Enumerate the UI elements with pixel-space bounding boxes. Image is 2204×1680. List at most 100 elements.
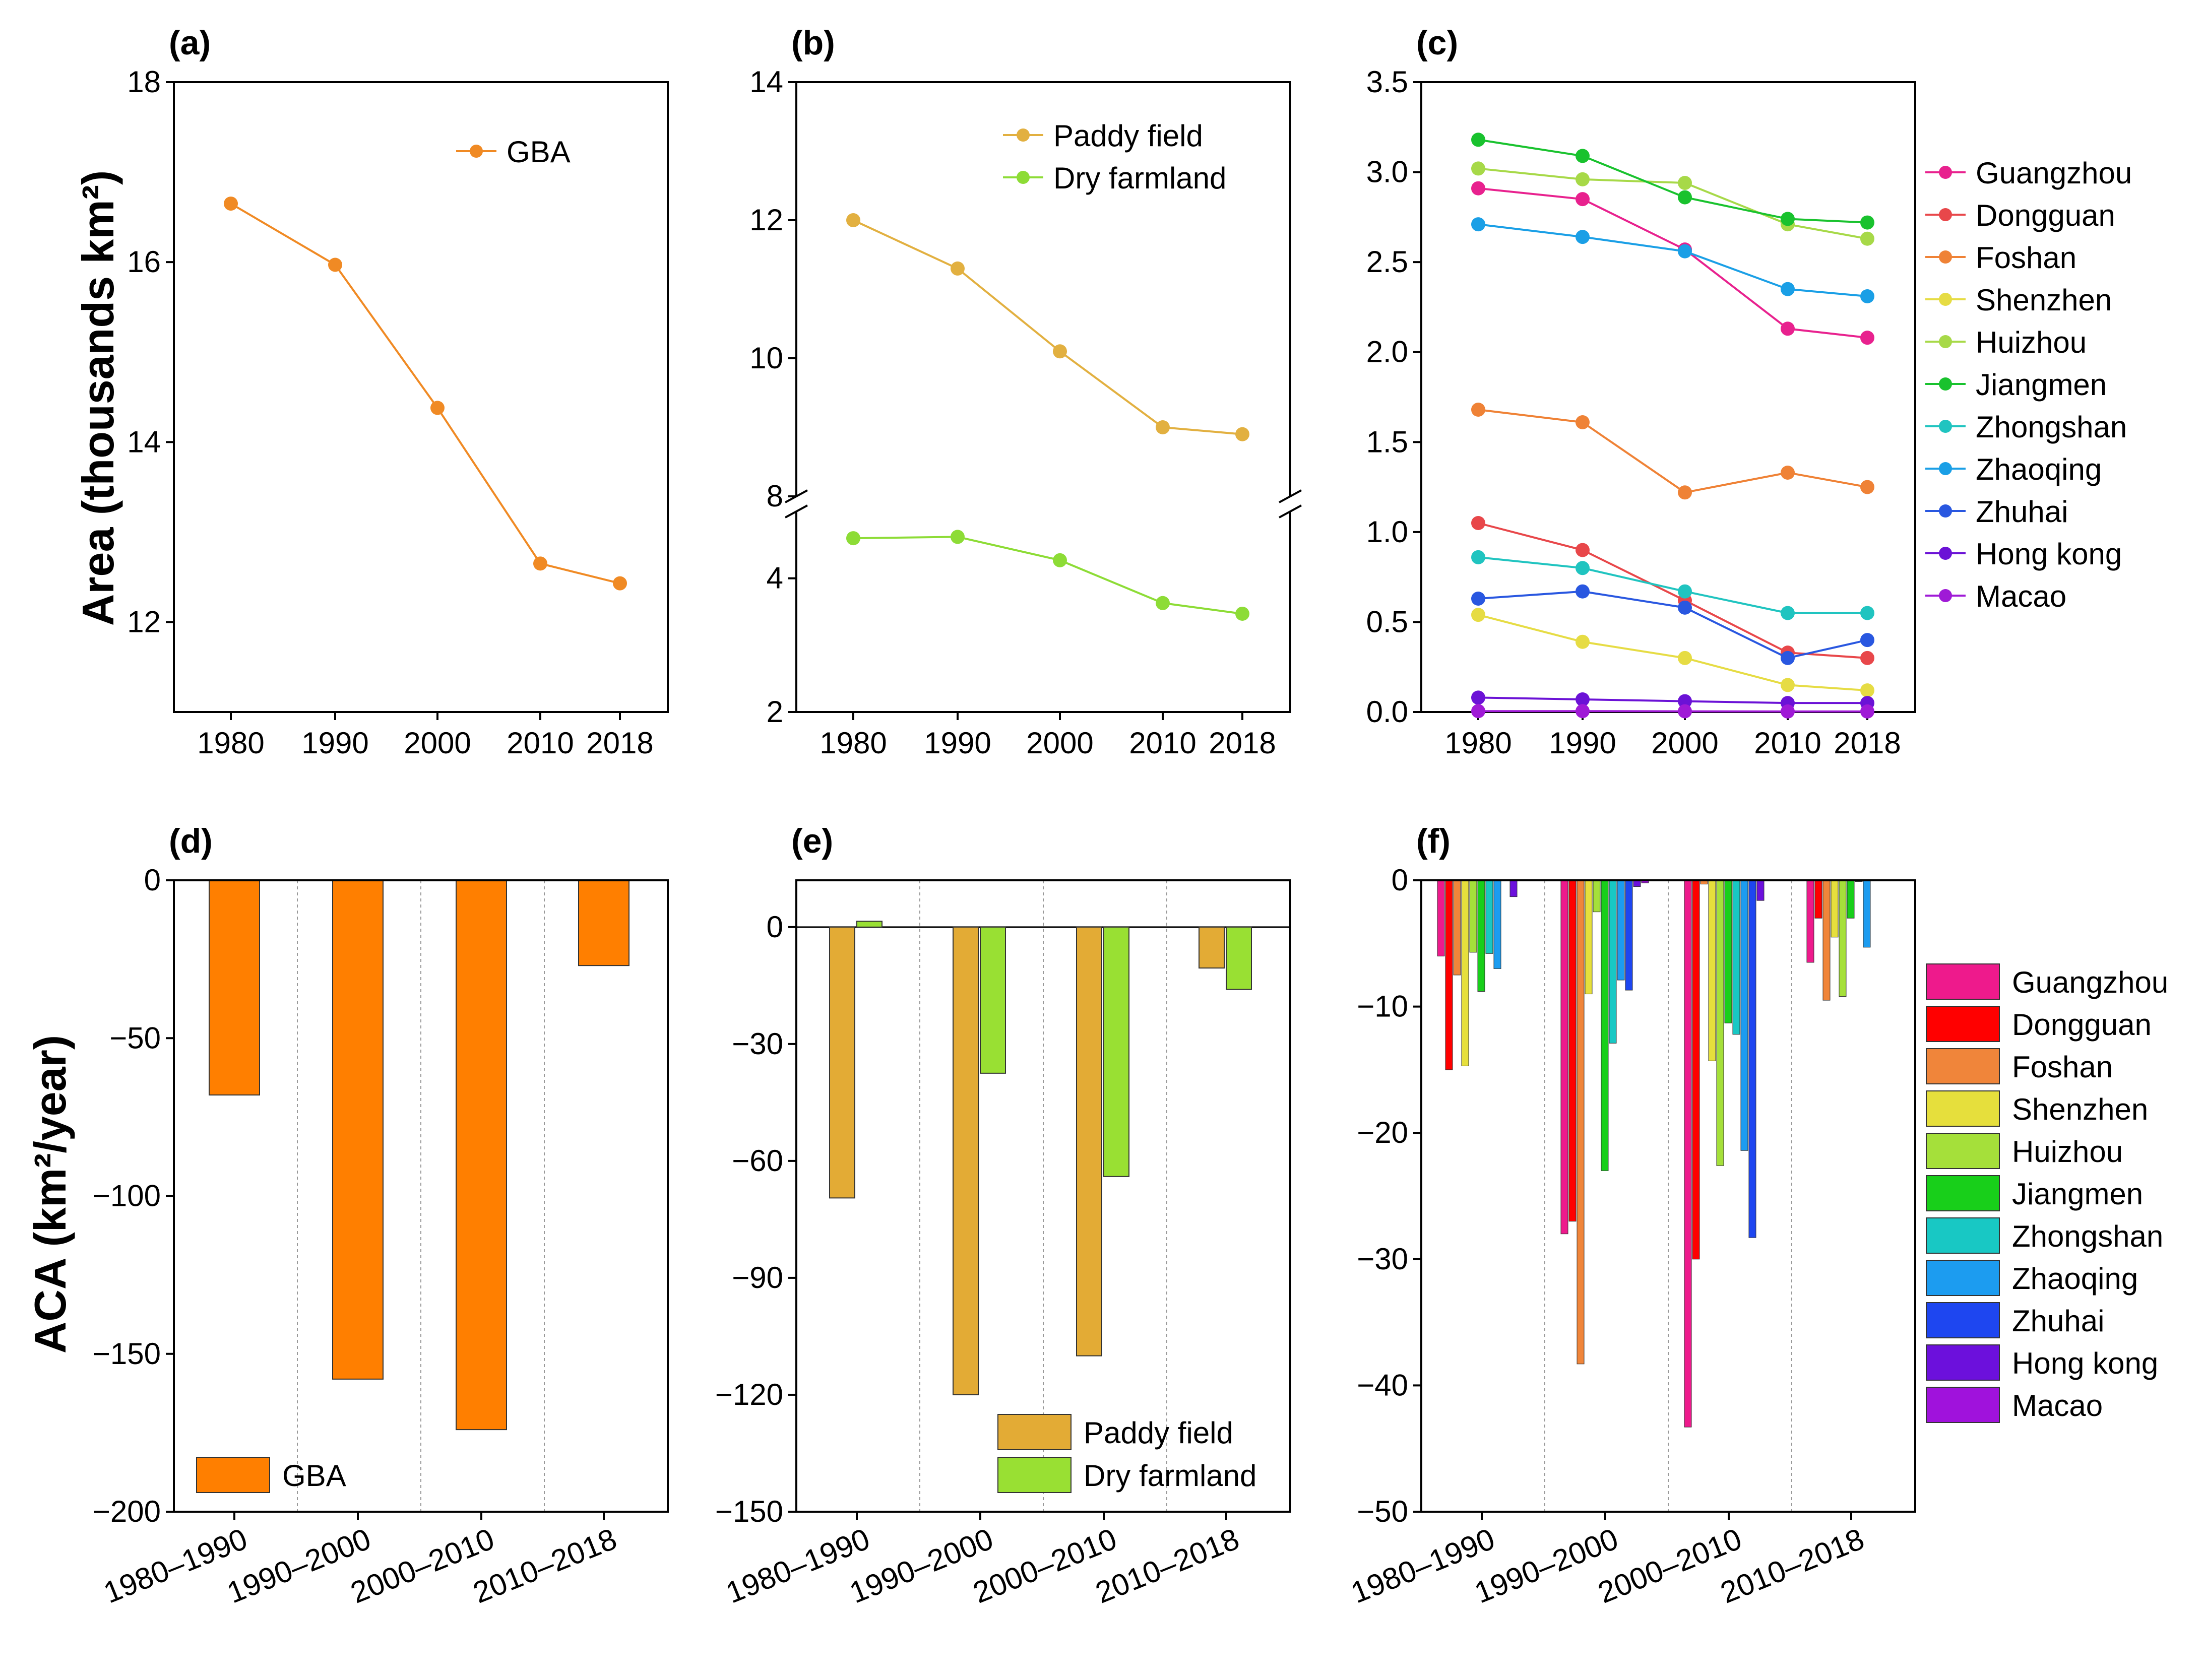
panel-e-ytick-label: 0	[767, 910, 783, 944]
panel-c-point-shenzhen	[1678, 651, 1692, 665]
panel-f-bar-guangzhou	[1806, 880, 1814, 963]
panel-c-point-foshan	[1678, 485, 1692, 500]
panel-b-xtick-label: 2010	[1129, 726, 1196, 760]
panel-a-ytick-label: 18	[127, 65, 161, 99]
panel-c-ytick-label: 3.5	[1366, 65, 1408, 99]
panel-c-point-zhuhai	[1576, 584, 1590, 599]
panel-c-point-jiangmen	[1860, 215, 1874, 230]
panel-d-bar-gba	[209, 880, 260, 1096]
panel-c-legend-guangzhou-marker	[1939, 166, 1952, 179]
panel-c-line-zhuhai	[1478, 590, 1868, 659]
panel-d-ytick-label: −150	[93, 1337, 161, 1371]
panel-c-point-zhuhai	[1678, 600, 1692, 615]
panel-f-legend-foshan-label: Foshan	[2012, 1050, 2113, 1084]
panel-f-bar-zhongshan	[1485, 880, 1493, 954]
panel-c-legend-zhaoqing-marker	[1939, 462, 1952, 475]
panel-f-bar-zhongshan	[1732, 880, 1740, 1035]
panel-c-legend-shenzhen-label: Shenzhen	[1976, 283, 2112, 317]
panel-c-point-zhaoqing	[1471, 217, 1485, 232]
panel-f-legend-zhongshan-swatch	[1926, 1217, 2000, 1254]
panel-f-ytick-label: 0	[1392, 863, 1408, 897]
panel-d-ytick-label: −200	[93, 1495, 161, 1528]
panel-f-ytick-label: −20	[1357, 1116, 1408, 1149]
panel-c-line-zhongshan	[1478, 556, 1867, 614]
panel-f-bar-dongguan	[1692, 880, 1700, 1260]
panel-f-xtick-label: 1980–1990	[1346, 1522, 1499, 1610]
panel-c-point-dongguan	[1471, 516, 1485, 530]
panel-b-point-paddy	[1235, 427, 1249, 441]
panel-c-point-foshan	[1576, 415, 1590, 429]
panel-f-bar-shenzhen	[1461, 880, 1469, 1066]
panel-f-bar-zhaoqing	[1740, 880, 1748, 1151]
panel-c-ytick-label: 0.5	[1366, 605, 1408, 638]
panel-e-legend-paddy-label: Paddy field	[1084, 1416, 1233, 1450]
panel-e-bar-paddy	[1199, 926, 1225, 969]
panel-c-point-zhaoqing	[1678, 244, 1692, 259]
panel-b-frame	[795, 81, 1291, 713]
panel-c-line-zhaoqing	[1478, 223, 1868, 297]
panel-c-point-huizhou	[1678, 176, 1692, 190]
panel-c-point-zhongshan	[1860, 606, 1874, 620]
panel-c-point-macao	[1781, 704, 1795, 719]
panel-b-legend-dry-label: Dry farmland	[1053, 161, 1226, 195]
panel-d-ytick-label: −50	[109, 1021, 161, 1055]
panel-c-legend-hong-kong-label: Hong kong	[1976, 537, 2122, 571]
panel-c-point-foshan	[1860, 480, 1874, 494]
panel-c-point-zhuhai	[1471, 592, 1485, 606]
panel-b-ytick-label: 4	[767, 561, 783, 595]
panel-c-legend-dongguan-marker	[1939, 208, 1952, 221]
panel-label-f: (f)	[1416, 822, 1451, 860]
panel-c-point-guangzhou	[1860, 331, 1874, 345]
panel-b-point-dry	[1053, 553, 1067, 567]
panel-f-legend-huizhou-swatch	[1926, 1133, 2000, 1169]
panel-f-legend-shenzhen-label: Shenzhen	[2012, 1092, 2148, 1126]
panel-e-frame	[795, 879, 1291, 1513]
panel-b-ytick-label: 2	[767, 695, 783, 729]
panel-f-bar-hong-kong	[1509, 880, 1518, 897]
panel-e-bar-dry	[856, 921, 883, 928]
panel-f-ytick-label: −50	[1357, 1495, 1408, 1528]
panel-c-legend-guangzhou-label: Guangzhou	[1976, 156, 2132, 190]
panel-f-bar-jiangmen	[1847, 880, 1855, 919]
panel-c-point-zhongshan	[1471, 550, 1485, 564]
panel-d-bar-gba	[578, 880, 629, 966]
panel-b-ytick-label: 14	[749, 65, 783, 99]
panel-c-point-zhaoqing	[1860, 289, 1874, 303]
panel-c-legend-zhongshan-label: Zhongshan	[1976, 410, 2127, 444]
panel-b-axis-break-mark	[1279, 489, 1302, 503]
panel-c-point-shenzhen	[1576, 634, 1590, 649]
panel-b-point-paddy	[951, 261, 965, 276]
panel-c-legend-zhuhai-label: Zhuhai	[1976, 495, 2068, 529]
panel-f-bar-foshan	[1453, 880, 1461, 976]
panel-c-legend-foshan-marker	[1939, 250, 1952, 264]
panel-f-bar-huizhou	[1716, 880, 1724, 1166]
panel-c-xtick-label: 2018	[1834, 726, 1901, 760]
panel-c-legend-foshan-label: Foshan	[1976, 241, 2076, 275]
panel-f-bar-zhuhai	[1625, 880, 1633, 991]
panel-f-xtick-label: 1990–2000	[1470, 1522, 1623, 1610]
panel-c-point-zhongshan	[1678, 584, 1692, 599]
panel-d-xtick-label: 1990–2000	[222, 1522, 375, 1610]
panel-f-legend-zhuhai-swatch	[1926, 1302, 2000, 1338]
panel-f-bar-huizhou	[1839, 880, 1847, 997]
panel-f-bar-jiangmen	[1477, 880, 1485, 992]
panel-label-e: (e)	[791, 822, 833, 860]
panel-c-point-jiangmen	[1781, 212, 1795, 226]
panel-e-bar-dry	[980, 926, 1006, 1074]
panel-b-axis-break-mark	[785, 504, 808, 519]
panel-b-point-paddy	[846, 213, 860, 227]
panel-c-legend-zhaoqing-label: Zhaoqing	[1976, 453, 2102, 486]
panel-c-point-zhongshan	[1781, 606, 1795, 620]
panel-b-xtick-label: 1980	[820, 726, 887, 760]
panel-f-bar-jiangmen	[1724, 880, 1732, 1023]
panel-b-legend-dry-marker	[1017, 171, 1030, 184]
panel-c-point-hong-kong	[1471, 690, 1485, 705]
panel-f-bar-foshan	[1577, 880, 1585, 1365]
panel-f-bar-zhongshan	[1609, 880, 1617, 1044]
panel-c-point-huizhou	[1860, 231, 1874, 246]
panel-f-legend-zhaoqing-swatch	[1926, 1260, 2000, 1296]
panel-e-bar-dry	[1103, 926, 1129, 1177]
panel-b-axis-break-gap	[781, 496, 1305, 511]
panel-e-ytick-label: −120	[715, 1378, 783, 1411]
panel-c-point-zhongshan	[1576, 561, 1590, 575]
